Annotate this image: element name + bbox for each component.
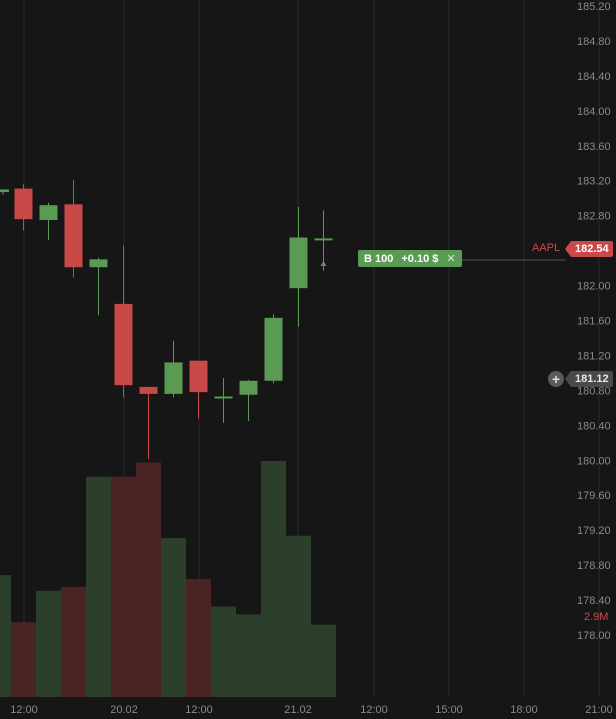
volume-bar [111, 476, 136, 697]
last-price-tag: 182.54 [565, 241, 613, 257]
time-tick-label: 15:00 [435, 704, 463, 716]
volume-bar [236, 614, 261, 697]
price-tick-label: 182.80 [577, 211, 611, 223]
candle-body [139, 386, 158, 394]
order-pnl: +0.10 $ [401, 252, 439, 265]
buy-marker [320, 261, 327, 266]
price-tick-label: 178.40 [577, 595, 611, 607]
add-order-button[interactable]: + [548, 371, 564, 387]
price-tick-label: 185.20 [577, 1, 611, 13]
time-tick-label: 21:00 [585, 704, 613, 716]
price-tick-label: 180.00 [577, 455, 611, 467]
price-axis: 185.20 184.80 184.40 184.00 183.60 183.20 182.… [577, 1, 611, 642]
volume-bars [0, 461, 336, 697]
price-tick-label: 180.40 [577, 420, 611, 432]
candle-body [14, 188, 33, 220]
price-tick-label: 181.20 [577, 350, 611, 362]
volume-bar [286, 535, 311, 697]
candle-body [164, 362, 183, 394]
price-tick-label: 179.60 [577, 490, 611, 502]
volume-bar [86, 476, 111, 697]
volume-bar [186, 579, 211, 697]
candle-body [214, 396, 233, 399]
time-tick-label: 12:00 [360, 704, 388, 716]
order-side: B 100 [364, 252, 394, 265]
candles [0, 179, 333, 460]
volume-bar [136, 462, 161, 697]
time-tick-label: 20.02 [110, 704, 138, 716]
price-tick-label: 184.80 [577, 36, 611, 48]
candle-body [189, 360, 208, 393]
price-tick-label: 179.20 [577, 525, 611, 537]
candle-body [89, 259, 108, 268]
volume-bar [61, 586, 86, 697]
volume-bar [11, 622, 36, 697]
price-tick-label: 184.40 [577, 71, 611, 83]
price-tick-label: 178.00 [577, 630, 611, 642]
grid-lines [23, 0, 600, 697]
price-tick-label: 178.80 [577, 560, 611, 572]
time-tick-label: 12:00 [185, 704, 213, 716]
candle-body [39, 205, 58, 221]
time-tick-label: 12:00 [10, 704, 38, 716]
candle-body [114, 303, 133, 386]
price-tick-label: 180.80 [577, 385, 611, 397]
crosshair-price-tag: 181.12 [565, 371, 613, 387]
price-tick-label: 184.00 [577, 106, 611, 118]
volume-bar [311, 624, 336, 697]
candle-body [314, 238, 333, 241]
candle-body [264, 317, 283, 381]
volume-max-label: 2.9M [584, 611, 609, 623]
order-label[interactable]: B 100 +0.10 $ ✕ [358, 250, 462, 267]
x-icon[interactable]: ✕ [446, 253, 456, 265]
candle-body [64, 204, 83, 268]
overlay-lines [320, 259, 566, 266]
price-tick-label: 183.60 [577, 141, 611, 153]
volume-bar [211, 606, 236, 697]
volume-bar [0, 575, 11, 697]
price-tick-label: 183.20 [577, 176, 611, 188]
volume-bar [261, 461, 286, 697]
symbol-label: AAPL [532, 242, 561, 254]
candle-body [239, 380, 258, 395]
candle-body [0, 189, 9, 193]
volume-bar [161, 538, 186, 697]
time-tick-label: 18:00 [510, 704, 538, 716]
price-tick-label: 182.00 [577, 281, 611, 293]
price-tick-label: 181.60 [577, 316, 611, 328]
candle-body [289, 237, 308, 289]
time-tick-label: 21.02 [284, 704, 312, 716]
time-axis: 12:00 20.02 12:00 21.02 12:00 15:00 18:00 21:00 [10, 704, 613, 716]
volume-bar [36, 590, 61, 697]
